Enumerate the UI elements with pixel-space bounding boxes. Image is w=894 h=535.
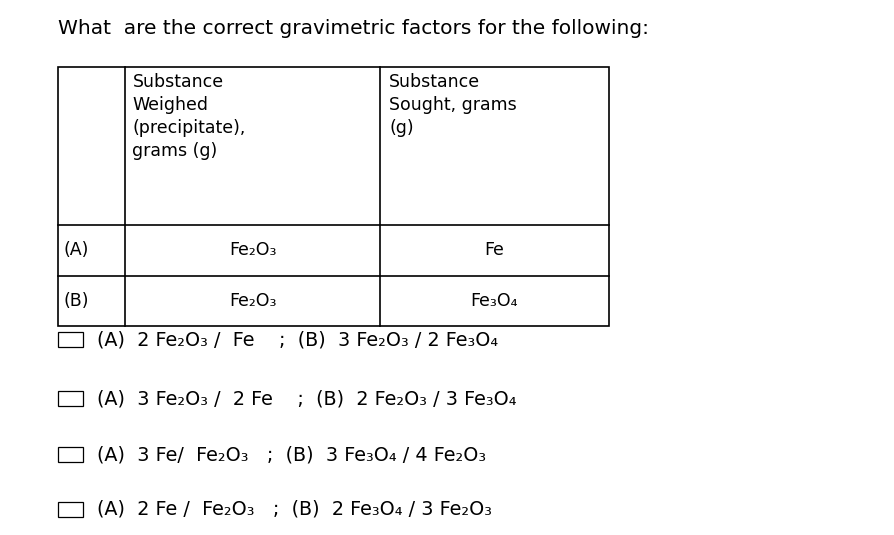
Text: Substance
Weighed
(precipitate),
grams (g): Substance Weighed (precipitate), grams (… (132, 73, 246, 160)
Text: (B): (B) (63, 292, 89, 310)
Text: Fe₂O₃: Fe₂O₃ (229, 241, 276, 259)
Text: What  are the correct gravimetric factors for the following:: What are the correct gravimetric factors… (58, 19, 648, 38)
Text: (A): (A) (63, 241, 89, 259)
Text: Substance
Sought, grams
(g): Substance Sought, grams (g) (389, 73, 517, 137)
Bar (58, 67, 608, 326)
Bar (58, 502, 83, 517)
Text: (A)  2 Fe₂O₃ /  Fe    ;  (B)  3 Fe₂O₃ / 2 Fe₃O₄: (A) 2 Fe₂O₃ / Fe ; (B) 3 Fe₂O₃ / 2 Fe₃O₄ (97, 330, 497, 349)
Text: Fe₂O₃: Fe₂O₃ (229, 292, 276, 310)
Text: (A)  2 Fe /  Fe₂O₃   ;  (B)  2 Fe₃O₄ / 3 Fe₂O₃: (A) 2 Fe / Fe₂O₃ ; (B) 2 Fe₃O₄ / 3 Fe₂O₃ (97, 500, 491, 519)
Bar (58, 447, 83, 462)
Text: (A)  3 Fe₂O₃ /  2 Fe    ;  (B)  2 Fe₂O₃ / 3 Fe₃O₄: (A) 3 Fe₂O₃ / 2 Fe ; (B) 2 Fe₂O₃ / 3 Fe₃… (97, 389, 516, 408)
Bar (58, 332, 83, 347)
Text: (A)  3 Fe/  Fe₂O₃   ;  (B)  3 Fe₃O₄ / 4 Fe₂O₃: (A) 3 Fe/ Fe₂O₃ ; (B) 3 Fe₃O₄ / 4 Fe₂O₃ (97, 445, 485, 464)
Text: Fe: Fe (484, 241, 504, 259)
Text: Fe₃O₄: Fe₃O₄ (470, 292, 518, 310)
Bar (58, 391, 83, 406)
